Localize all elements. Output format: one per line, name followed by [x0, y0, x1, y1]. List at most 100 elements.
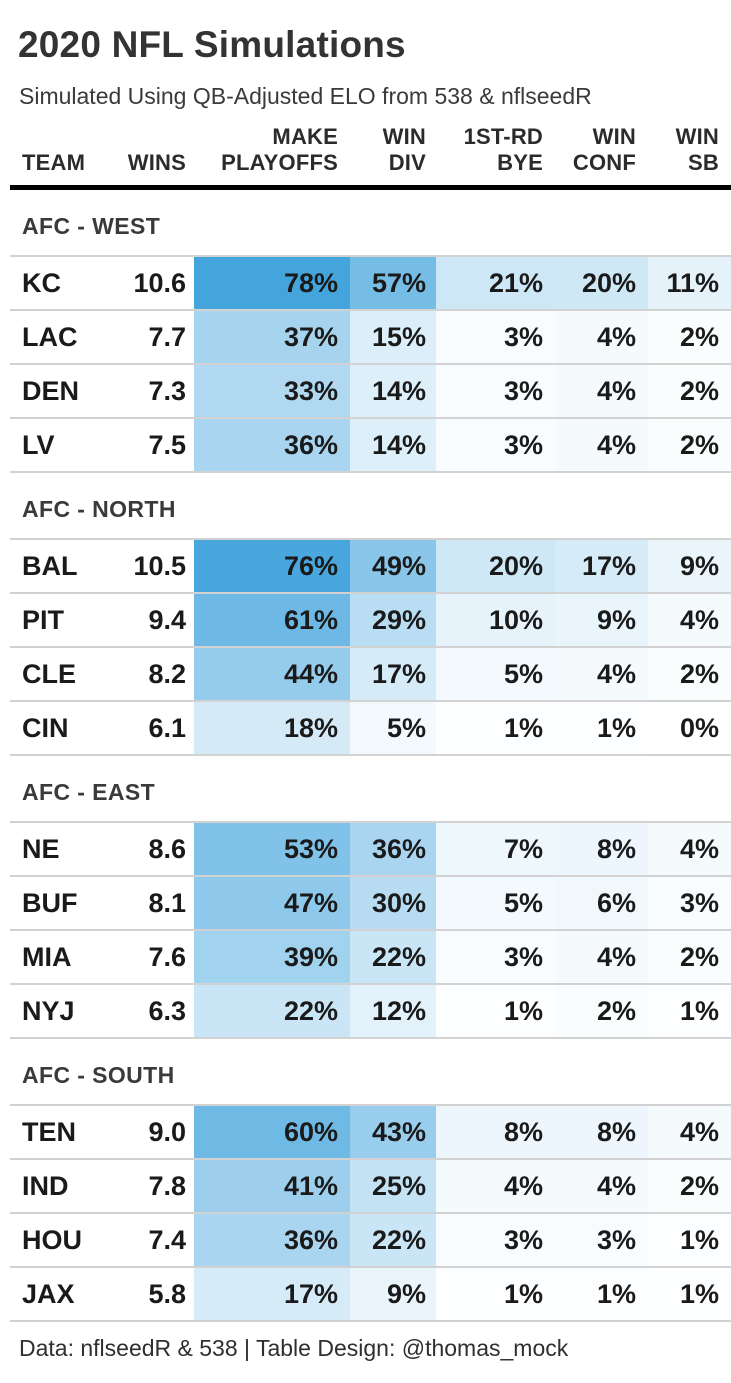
cell-team: CLE — [22, 658, 76, 689]
cell-make_playoffs: 76% — [194, 540, 350, 592]
table-row: BAL 10.5 76% 49% 20% 17% 9% — [10, 538, 731, 592]
cell-win_conf: 8% — [555, 1106, 648, 1158]
column-header-win_conf: WIN CONF — [572, 124, 636, 175]
table-row: CLE 8.2 44% 17% 5% 4% 2% — [10, 646, 731, 700]
cell-first_rd_bye: 1% — [436, 1268, 555, 1320]
table-row: LAC 7.7 37% 15% 3% 4% 2% — [10, 309, 731, 363]
cell-win_div: 9% — [350, 1268, 436, 1320]
division-section: AFC - SOUTH TEN 9.0 60% 43% 8% 8% 4% IND 7.8 41% 25… — [10, 1039, 731, 1322]
cell-win_sb: 1% — [648, 1214, 731, 1266]
cell-team: TEN — [22, 1116, 76, 1147]
cell-make_playoffs: 47% — [194, 877, 350, 929]
cell-make_playoffs: 41% — [194, 1160, 350, 1212]
cell-make_playoffs: 44% — [194, 648, 350, 700]
cell-win_div: 25% — [350, 1160, 436, 1212]
cell-win_div: 36% — [350, 823, 436, 875]
section-label: AFC - EAST — [22, 779, 156, 805]
table-row: KC 10.6 78% 57% 21% 20% 11% — [10, 255, 731, 309]
section-rows: NE 8.6 53% 36% 7% 8% 4% BUF 8.1 47% 30% 5% 6% 3% MIA 7.… — [10, 821, 731, 1039]
cell-team: MIA — [22, 941, 72, 972]
cell-win_conf: 9% — [555, 594, 648, 646]
cell-team: JAX — [22, 1278, 75, 1309]
cell-win_sb: 2% — [648, 931, 731, 983]
cell-win_sb: 9% — [648, 540, 731, 592]
cell-wins: 6.1 — [148, 712, 186, 743]
cell-first_rd_bye: 3% — [436, 1214, 555, 1266]
cell-team: LAC — [22, 321, 78, 352]
cell-wins: 7.8 — [148, 1170, 186, 1201]
cell-wins: 8.6 — [148, 833, 186, 864]
cell-win_div: 29% — [350, 594, 436, 646]
cell-first_rd_bye: 10% — [436, 594, 555, 646]
table-body: AFC - WEST KC 10.6 78% 57% 21% 20% 11% LAC 7.7 37%… — [10, 190, 731, 1322]
cell-win_div: 30% — [350, 877, 436, 929]
cell-first_rd_bye: 1% — [436, 702, 555, 754]
cell-team: HOU — [22, 1224, 82, 1255]
cell-win_div: 5% — [350, 702, 436, 754]
table-row: CIN 6.1 18% 5% 1% 1% 0% — [10, 700, 731, 754]
cell-make_playoffs: 22% — [194, 985, 350, 1037]
cell-win_conf: 4% — [555, 365, 648, 417]
cell-win_div: 14% — [350, 365, 436, 417]
cell-win_div: 14% — [350, 419, 436, 471]
cell-wins: 6.3 — [148, 995, 186, 1026]
cell-win_div: 43% — [350, 1106, 436, 1158]
cell-win_conf: 2% — [555, 985, 648, 1037]
cell-make_playoffs: 78% — [194, 257, 350, 309]
division-section: AFC - NORTH BAL 10.5 76% 49% 20% 17% 9% PIT 9.4 61… — [10, 473, 731, 756]
column-header-wins: WINS — [127, 150, 186, 175]
cell-wins: 9.4 — [148, 604, 186, 635]
source-note: Data: nflseedR & 538 | Table Design: @th… — [19, 1335, 569, 1361]
section-label: AFC - SOUTH — [22, 1062, 175, 1088]
section-rows: BAL 10.5 76% 49% 20% 17% 9% PIT 9.4 61% 29% 10% 9% 4%… — [10, 538, 731, 756]
cell-win_sb: 11% — [648, 257, 731, 309]
cell-wins: 7.4 — [148, 1224, 186, 1255]
cell-wins: 8.2 — [148, 658, 186, 689]
division-section: AFC - EAST NE 8.6 53% 36% 7% 8% 4% BUF 8.1 47% 30% 5… — [10, 756, 731, 1039]
cell-wins: 10.5 — [133, 550, 186, 581]
cell-win_conf: 6% — [555, 877, 648, 929]
cell-team: BUF — [22, 887, 78, 918]
cell-win_conf: 1% — [555, 702, 648, 754]
cell-wins: 9.0 — [148, 1116, 186, 1147]
cell-win_div: 22% — [350, 1214, 436, 1266]
cell-make_playoffs: 53% — [194, 823, 350, 875]
section-rows: KC 10.6 78% 57% 21% 20% 11% LAC 7.7 37% 15% 3% 4% 2% D… — [10, 255, 731, 473]
cell-win_sb: 2% — [648, 1160, 731, 1212]
cell-make_playoffs: 39% — [194, 931, 350, 983]
cell-team: CIN — [22, 712, 69, 743]
cell-first_rd_bye: 8% — [436, 1106, 555, 1158]
cell-team: NE — [22, 833, 60, 864]
table-row: HOU 7.4 36% 22% 3% 3% 1% — [10, 1212, 731, 1266]
cell-make_playoffs: 18% — [194, 702, 350, 754]
cell-first_rd_bye: 7% — [436, 823, 555, 875]
cell-first_rd_bye: 4% — [436, 1160, 555, 1212]
cell-team: KC — [22, 267, 61, 298]
column-header-first_rd_bye: 1ST-RD BYE — [463, 124, 543, 175]
cell-wins: 7.3 — [148, 375, 186, 406]
simulations-table: TEAM WINS MAKE PLAYOFFS WIN DIV 1ST-RD BYE WI… — [10, 124, 731, 1322]
cell-wins: 7.7 — [148, 321, 186, 352]
cell-win_sb: 2% — [648, 648, 731, 700]
cell-team: PIT — [22, 604, 65, 635]
cell-make_playoffs: 36% — [194, 1214, 350, 1266]
cell-wins: 7.5 — [148, 429, 186, 460]
table-row: PIT 9.4 61% 29% 10% 9% 4% — [10, 592, 731, 646]
cell-make_playoffs: 17% — [194, 1268, 350, 1320]
cell-first_rd_bye: 1% — [436, 985, 555, 1037]
page: 2020 NFL Simulations Simulated Using QB-… — [0, 24, 731, 1362]
cell-wins: 8.1 — [148, 887, 186, 918]
table-row: JAX 5.8 17% 9% 1% 1% 1% — [10, 1266, 731, 1320]
table-row: MIA 7.6 39% 22% 3% 4% 2% — [10, 929, 731, 983]
cell-first_rd_bye: 5% — [436, 648, 555, 700]
cell-win_sb: 3% — [648, 877, 731, 929]
cell-win_sb: 1% — [648, 1268, 731, 1320]
table-row: NE 8.6 53% 36% 7% 8% 4% — [10, 821, 731, 875]
cell-win_div: 12% — [350, 985, 436, 1037]
cell-team: BAL — [22, 550, 78, 581]
cell-win_conf: 17% — [555, 540, 648, 592]
cell-make_playoffs: 61% — [194, 594, 350, 646]
column-header-win_div: WIN DIV — [382, 124, 426, 175]
section-label: AFC - WEST — [22, 213, 161, 239]
table-row: BUF 8.1 47% 30% 5% 6% 3% — [10, 875, 731, 929]
